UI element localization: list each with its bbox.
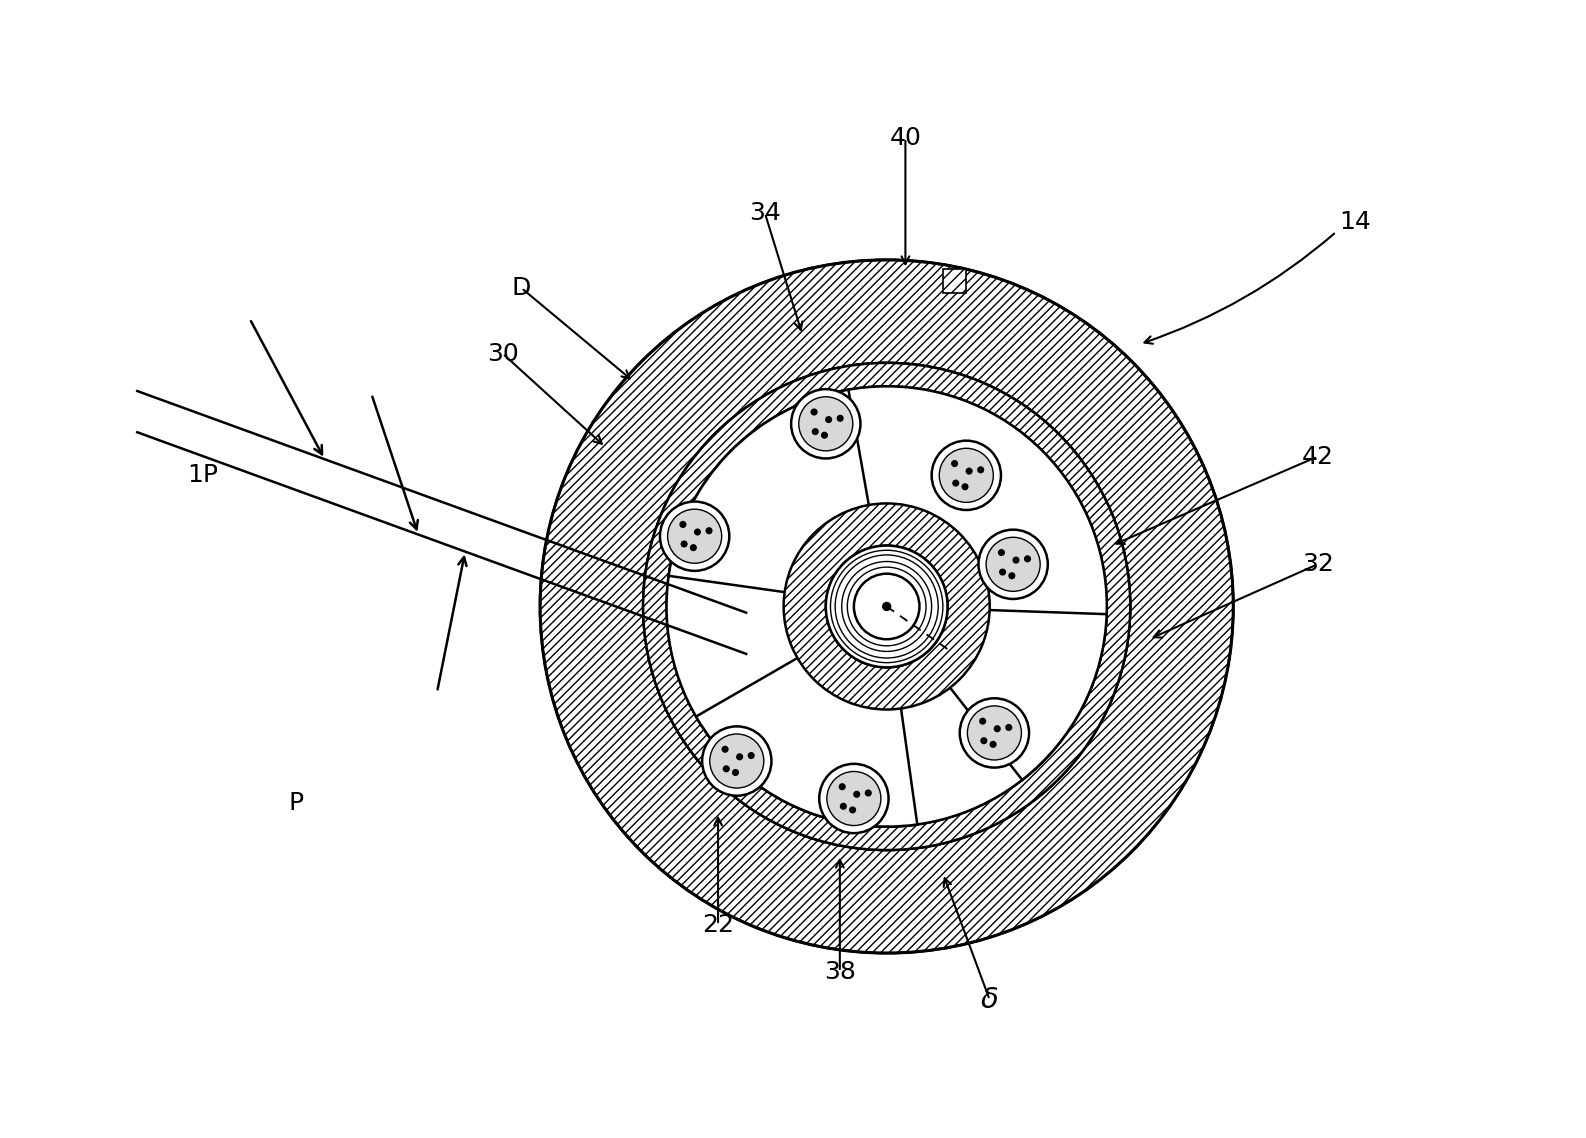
Circle shape xyxy=(980,737,988,744)
Circle shape xyxy=(977,467,985,473)
Circle shape xyxy=(826,545,947,667)
Circle shape xyxy=(960,699,1029,768)
Circle shape xyxy=(666,386,1107,826)
Circle shape xyxy=(841,802,847,810)
Circle shape xyxy=(826,772,880,825)
Circle shape xyxy=(882,602,891,611)
Circle shape xyxy=(731,769,739,776)
Text: 22: 22 xyxy=(703,913,734,937)
Text: 38: 38 xyxy=(823,959,856,984)
Circle shape xyxy=(1009,572,1015,579)
Circle shape xyxy=(695,528,701,536)
Text: 32: 32 xyxy=(1302,552,1334,576)
Circle shape xyxy=(791,389,861,459)
Text: D: D xyxy=(512,277,531,300)
Wedge shape xyxy=(696,607,917,826)
Text: 40: 40 xyxy=(890,126,921,150)
Text: 1P: 1P xyxy=(187,463,219,487)
Circle shape xyxy=(1025,555,1031,562)
Circle shape xyxy=(864,790,872,797)
Wedge shape xyxy=(887,607,1107,780)
Circle shape xyxy=(812,428,818,435)
Circle shape xyxy=(853,791,860,798)
Text: P: P xyxy=(289,791,305,815)
Circle shape xyxy=(703,726,771,795)
Circle shape xyxy=(990,741,996,748)
Circle shape xyxy=(680,541,688,547)
Circle shape xyxy=(979,718,986,725)
Circle shape xyxy=(723,765,730,773)
Circle shape xyxy=(994,725,1001,732)
Circle shape xyxy=(810,409,818,415)
Circle shape xyxy=(999,569,1006,576)
Circle shape xyxy=(952,460,958,467)
Circle shape xyxy=(679,521,687,528)
Circle shape xyxy=(642,363,1131,850)
Circle shape xyxy=(690,544,696,551)
Circle shape xyxy=(660,502,730,571)
Circle shape xyxy=(986,537,1040,592)
Circle shape xyxy=(967,706,1021,760)
Circle shape xyxy=(799,397,853,451)
Circle shape xyxy=(706,527,712,534)
Circle shape xyxy=(998,549,1006,556)
Circle shape xyxy=(820,764,888,833)
Circle shape xyxy=(939,448,993,502)
Circle shape xyxy=(836,414,844,422)
Circle shape xyxy=(931,440,1001,510)
Circle shape xyxy=(736,753,744,760)
Wedge shape xyxy=(541,259,1234,953)
Circle shape xyxy=(839,783,845,790)
Text: 14: 14 xyxy=(1339,211,1370,234)
Circle shape xyxy=(1012,556,1020,563)
Circle shape xyxy=(1006,724,1012,731)
Circle shape xyxy=(853,574,920,640)
Circle shape xyxy=(747,752,755,759)
Circle shape xyxy=(961,484,969,490)
Text: $\delta$: $\delta$ xyxy=(980,986,999,1014)
Circle shape xyxy=(979,529,1048,599)
Circle shape xyxy=(722,745,728,753)
Circle shape xyxy=(849,807,856,814)
FancyBboxPatch shape xyxy=(944,270,966,292)
Text: 34: 34 xyxy=(749,201,780,225)
Text: 42: 42 xyxy=(1302,445,1334,469)
Circle shape xyxy=(952,479,960,487)
Wedge shape xyxy=(642,363,1131,850)
Circle shape xyxy=(711,734,764,789)
Circle shape xyxy=(825,417,833,423)
Circle shape xyxy=(668,509,722,563)
Circle shape xyxy=(966,468,972,475)
Wedge shape xyxy=(783,503,990,709)
Text: 30: 30 xyxy=(487,341,519,365)
Circle shape xyxy=(822,431,828,439)
Wedge shape xyxy=(669,389,887,607)
